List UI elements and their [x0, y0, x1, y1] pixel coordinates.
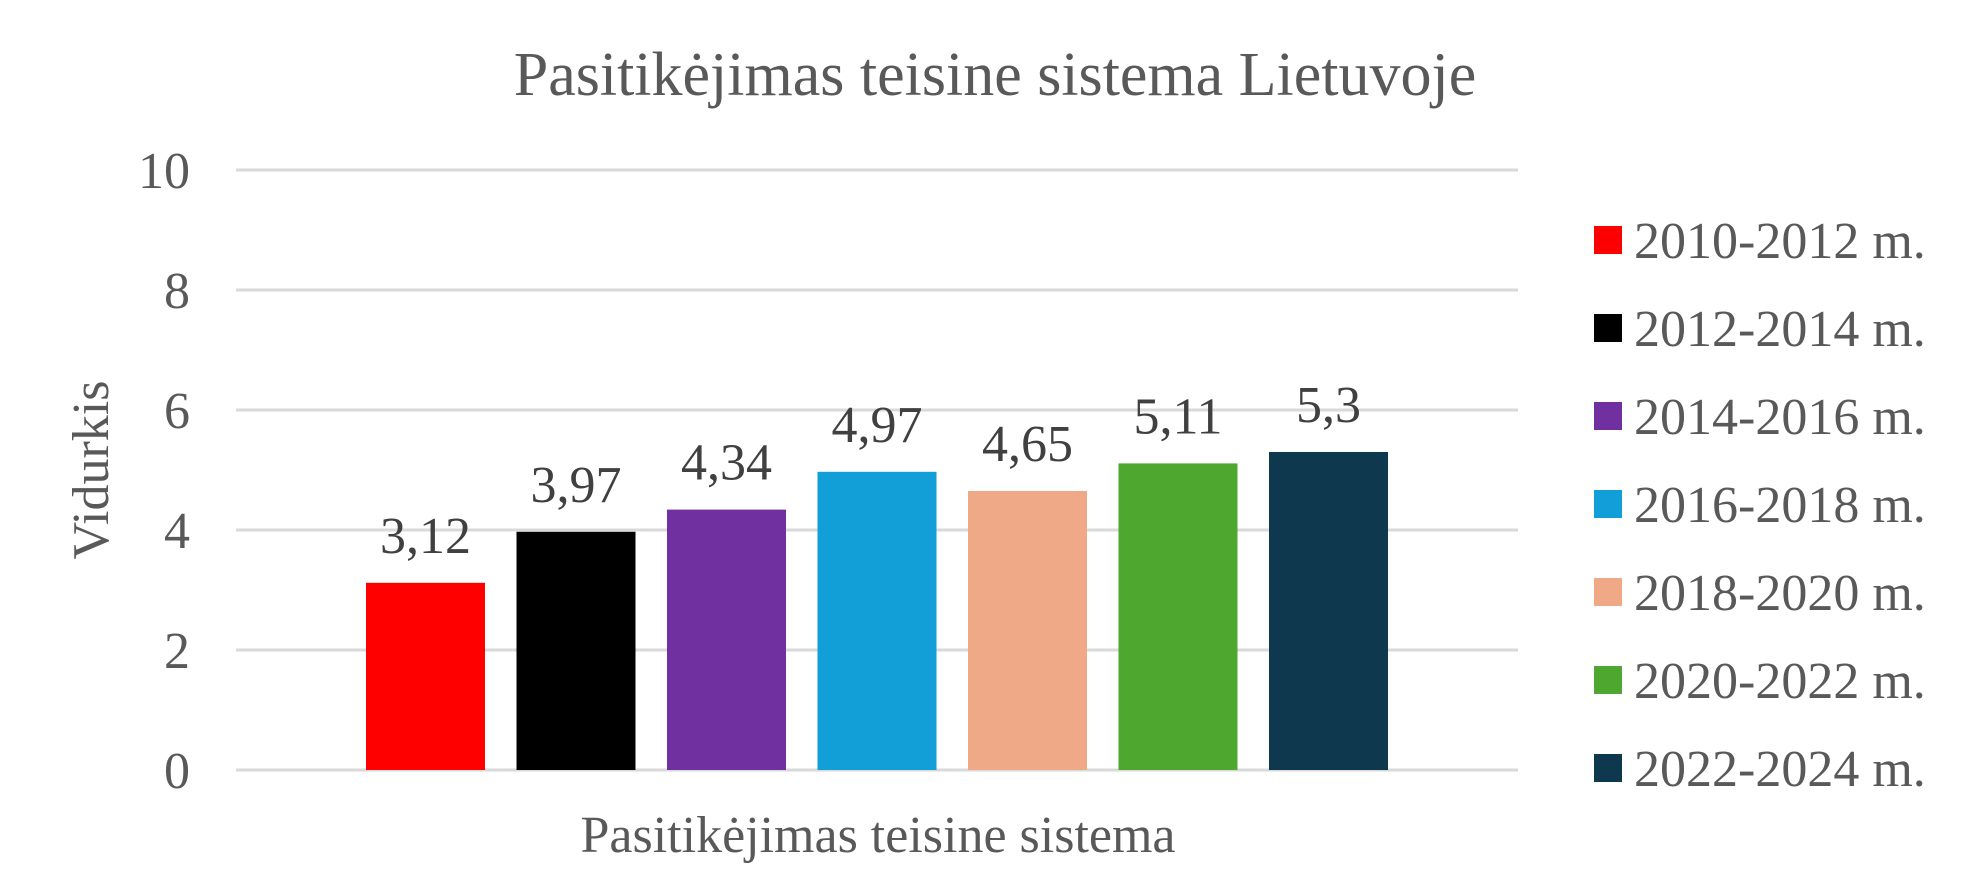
data-label: 4,97	[832, 397, 923, 454]
bar	[817, 471, 937, 770]
legend-swatch	[1594, 314, 1622, 342]
legend-swatch	[1594, 490, 1622, 518]
data-label: 4,65	[982, 416, 1073, 473]
y-tick-label: 0	[164, 743, 190, 800]
legend-label: 2020-2022 m.	[1634, 653, 1926, 710]
legend-swatch	[1594, 578, 1622, 606]
y-tick-label: 2	[164, 623, 190, 680]
legend-item: 2020-2022 m.	[1594, 653, 1926, 710]
bar	[667, 509, 786, 770]
legend-swatch	[1594, 666, 1622, 694]
legend-swatch	[1594, 754, 1622, 782]
y-tick-label: 10	[138, 143, 190, 200]
legend-item: 2010-2012 m.	[1594, 213, 1926, 270]
data-label: 3,12	[380, 508, 471, 565]
bars	[366, 452, 1388, 770]
chart-title: Pasitikėjimas teisine sistema Lietuvoje	[514, 41, 1477, 109]
legend-swatch	[1594, 226, 1622, 254]
legend-item: 2016-2018 m.	[1594, 477, 1926, 534]
legend-label: 2022-2024 m.	[1634, 741, 1926, 798]
bar	[968, 491, 1087, 770]
data-label: 3,97	[531, 457, 622, 514]
legend-item: 2012-2014 m.	[1594, 301, 1926, 358]
bar	[1269, 452, 1388, 770]
x-axis-title: Pasitikėjimas teisine sistema	[580, 807, 1175, 864]
data-label: 5,11	[1133, 388, 1222, 445]
y-tick-label: 8	[164, 263, 190, 320]
legend: 2010-2012 m. 2012-2014 m. 2014-2016 m. 2016…	[1594, 213, 1926, 798]
legend-label: 2016-2018 m.	[1634, 477, 1926, 534]
data-labels: 3,12 3,97 4,34 4,97 4,65 5,11 5,3	[380, 377, 1361, 565]
y-tick-label: 6	[164, 383, 190, 440]
legend-label: 2018-2020 m.	[1634, 565, 1926, 622]
y-tick-label: 4	[164, 503, 190, 560]
bar	[1118, 463, 1238, 770]
bar	[366, 582, 485, 770]
data-label: 5,3	[1296, 377, 1361, 434]
legend-item: 2022-2024 m.	[1594, 741, 1926, 798]
bar	[516, 531, 636, 770]
legend-item: 2014-2016 m.	[1594, 389, 1926, 446]
legend-item: 2018-2020 m.	[1594, 565, 1926, 622]
data-label: 4,34	[681, 435, 772, 492]
y-axis-ticks: 0 2 4 6 8 10	[138, 143, 190, 800]
legend-swatch	[1594, 402, 1622, 430]
y-axis-title: Vidurkis	[63, 381, 120, 560]
legend-label: 2012-2014 m.	[1634, 301, 1926, 358]
legend-label: 2014-2016 m.	[1634, 389, 1926, 446]
legend-label: 2010-2012 m.	[1634, 213, 1926, 270]
